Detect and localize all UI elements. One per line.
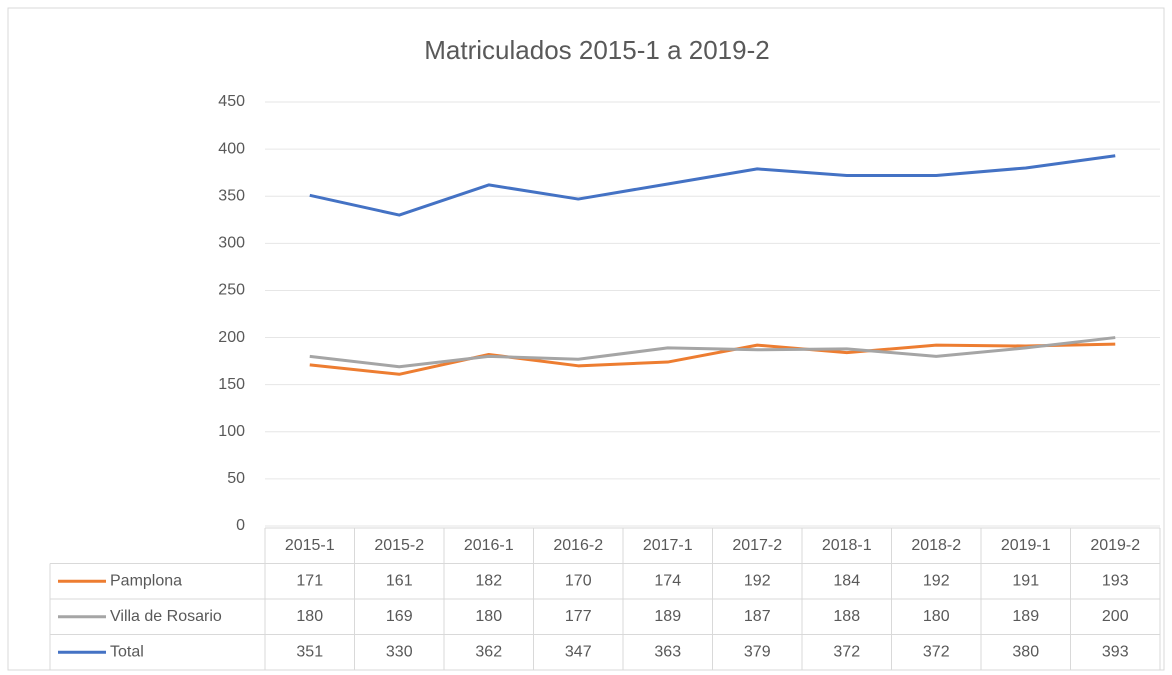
x-tick-label: 2016-1 (464, 537, 514, 554)
x-tick-label: 2015-2 (374, 537, 424, 554)
chart-frame (7, 7, 1165, 671)
table-value: 180 (923, 608, 950, 625)
y-tick-label: 200 (218, 329, 245, 346)
table-value: 393 (1102, 643, 1129, 660)
x-tick-label: 2018-1 (822, 537, 872, 554)
chart-title: Matriculados 2015-1 a 2019-2 (424, 35, 769, 65)
x-tick-label: 2018-2 (911, 537, 961, 554)
table-value: 192 (744, 572, 771, 589)
y-tick-label: 100 (218, 423, 245, 440)
y-tick-label: 250 (218, 282, 245, 299)
table-value: 372 (833, 643, 860, 660)
y-tick-label: 300 (218, 235, 245, 252)
table-value: 380 (1012, 643, 1039, 660)
table-value: 362 (475, 643, 502, 660)
x-tick-label: 2016-2 (553, 537, 603, 554)
table-value: 192 (923, 572, 950, 589)
y-tick-label: 400 (218, 140, 245, 157)
x-tick-label: 2015-1 (285, 537, 335, 554)
table-value: 180 (296, 608, 323, 625)
table-value: 184 (833, 572, 860, 589)
series-line (309, 154, 1116, 217)
x-tick-label: 2017-2 (732, 537, 782, 554)
legend-label: Total (110, 643, 144, 660)
table-value: 161 (386, 572, 413, 589)
table-value: 171 (296, 572, 323, 589)
table-value: 330 (386, 643, 413, 660)
table-value: 200 (1102, 608, 1129, 625)
y-tick-label: 0 (236, 517, 245, 534)
y-tick-label: 50 (227, 470, 245, 487)
series-line (309, 342, 1116, 376)
table-value: 187 (744, 608, 771, 625)
table-value: 347 (565, 643, 592, 660)
x-tick-label: 2019-1 (1001, 537, 1051, 554)
y-tick-label: 450 (218, 93, 245, 110)
table-value: 180 (475, 608, 502, 625)
x-tick-label: 2019-2 (1090, 537, 1140, 554)
legend-label: Pamplona (110, 572, 182, 589)
x-tick-label: 2017-1 (643, 537, 693, 554)
table-value: 191 (1012, 572, 1039, 589)
table-value: 174 (654, 572, 681, 589)
table-value: 363 (654, 643, 681, 660)
y-tick-label: 350 (218, 187, 245, 204)
legend-label: Villa de Rosario (110, 608, 222, 625)
table-value: 372 (923, 643, 950, 660)
table-value: 351 (296, 643, 323, 660)
series-line (309, 336, 1116, 369)
table-value: 189 (1012, 608, 1039, 625)
table-value: 379 (744, 643, 771, 660)
table-value: 188 (833, 608, 860, 625)
table-value: 177 (565, 608, 592, 625)
table-value: 193 (1102, 572, 1129, 589)
table-value: 169 (386, 608, 413, 625)
table-value: 182 (475, 572, 502, 589)
y-tick-label: 150 (218, 376, 245, 393)
table-value: 170 (565, 572, 592, 589)
table-value: 189 (654, 608, 681, 625)
